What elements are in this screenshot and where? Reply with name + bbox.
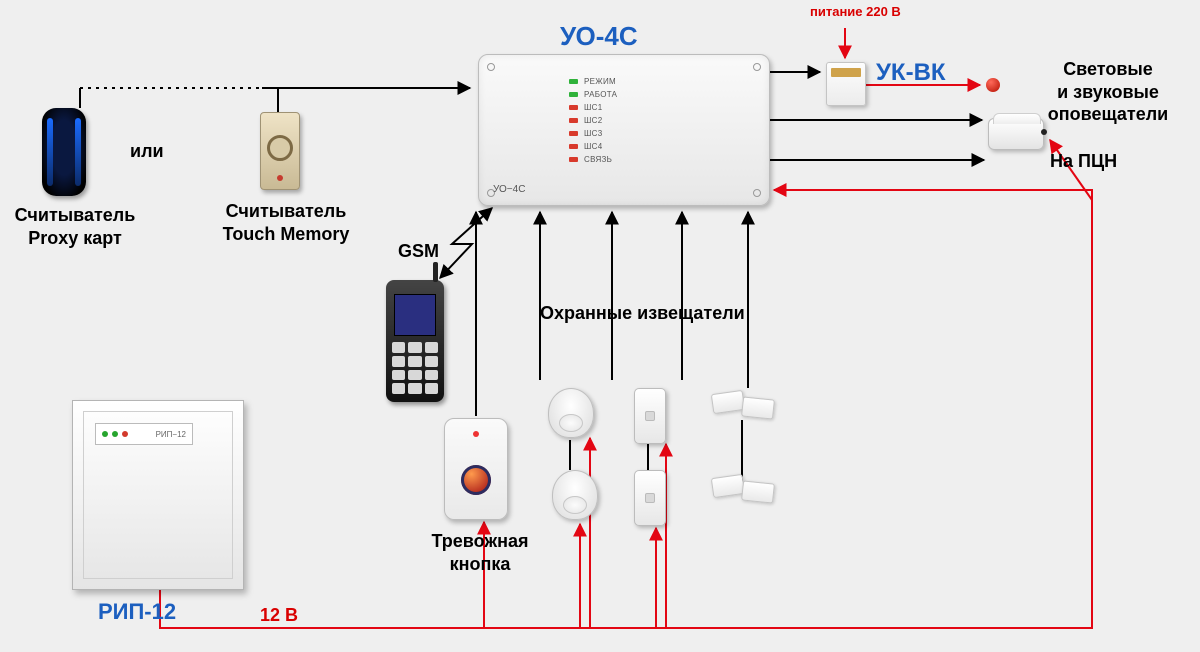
label-ukvk: УК-ВК bbox=[876, 58, 946, 88]
alarm-button bbox=[444, 418, 508, 520]
label-panel-title: УО-4С bbox=[560, 20, 638, 53]
rip-plate-text: РИП−12 bbox=[156, 430, 186, 439]
proximity-reader bbox=[42, 108, 86, 196]
label-or: или bbox=[130, 140, 164, 163]
label-annunciators: Световые и звуковые оповещатели bbox=[1028, 58, 1188, 126]
label-power-220: питание 220 В bbox=[810, 4, 901, 20]
glassbreak-detector bbox=[634, 388, 666, 444]
touch-memory-reader bbox=[260, 112, 300, 190]
relay-ukvk bbox=[826, 62, 866, 106]
pir-detector bbox=[548, 388, 594, 438]
control-panel-uo4c: РЕЖИМРАБОТАШС1ШС2ШС3ШС4СВЯЗЬ УО−4С bbox=[478, 54, 770, 206]
label-alarm-button: Тревожнаякнопка bbox=[420, 530, 540, 575]
label-touch: СчитывательTouch Memory bbox=[206, 200, 366, 245]
glassbreak-detector bbox=[634, 470, 666, 526]
label-rip: РИП-12 bbox=[98, 598, 176, 626]
gsm-phone bbox=[386, 280, 444, 402]
magnetic-contact bbox=[712, 476, 774, 502]
label-prox: СчитывательProxy карт bbox=[10, 204, 140, 249]
pir-detector bbox=[552, 470, 598, 520]
panel-model: УО−4С bbox=[493, 184, 525, 195]
magnetic-contact bbox=[712, 392, 774, 418]
label-pcn: На ПЦН bbox=[1050, 150, 1117, 173]
label-12v: 12 В bbox=[260, 604, 298, 627]
light-annunciator bbox=[986, 78, 1000, 92]
label-detectors: Охранные извещатели bbox=[540, 302, 745, 325]
label-gsm: GSM bbox=[398, 240, 439, 263]
power-supply-rip12: РИП−12 bbox=[72, 400, 244, 590]
